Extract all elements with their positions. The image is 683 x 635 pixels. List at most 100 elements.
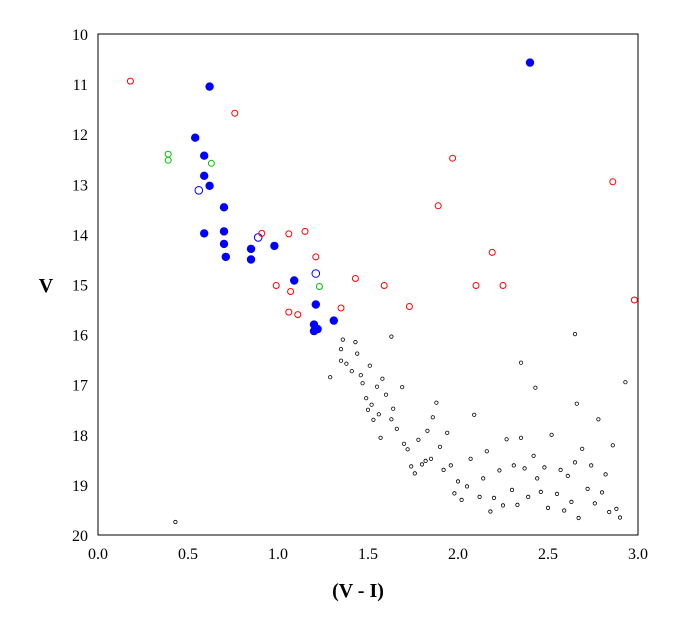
data-point: [569, 499, 574, 504]
x-tick-label: 0.5: [178, 546, 198, 563]
data-point: [246, 244, 256, 254]
data-point: [285, 308, 293, 316]
plot-area: [97, 33, 639, 536]
data-point: [589, 463, 594, 468]
data-point: [580, 446, 585, 451]
data-point: [311, 269, 321, 278]
data-point: [205, 181, 214, 190]
data-point: [472, 412, 477, 417]
y-tick-label: 20: [72, 528, 88, 545]
data-point: [219, 227, 229, 236]
data-point: [449, 154, 457, 162]
data-point: [367, 363, 372, 368]
data-points: [126, 58, 638, 525]
data-point: [441, 467, 446, 472]
data-point: [294, 311, 302, 319]
data-point: [199, 171, 209, 180]
data-point: [380, 282, 388, 289]
data-point: [434, 400, 439, 405]
x-tick-label: 2.0: [448, 546, 468, 563]
data-point: [630, 296, 638, 304]
data-point: [376, 412, 381, 417]
data-point: [164, 156, 172, 164]
data-point: [430, 415, 435, 420]
data-point: [607, 509, 612, 515]
data-point: [488, 509, 493, 514]
data-point: [231, 109, 239, 117]
data-point: [391, 406, 396, 411]
data-point: [416, 437, 421, 442]
data-point: [219, 203, 229, 212]
data-point: [205, 82, 214, 91]
data-point: [437, 444, 443, 449]
data-point: [285, 230, 293, 238]
data-point: [290, 276, 299, 285]
y-tick-label: 14: [72, 227, 88, 244]
data-point: [315, 283, 323, 290]
y-tick-label: 16: [72, 328, 88, 345]
data-point: [610, 443, 615, 448]
y-tick-label: 19: [72, 478, 88, 495]
y-tick-label: 15: [72, 278, 88, 295]
data-point: [477, 494, 482, 499]
data-point: [253, 233, 263, 242]
data-point: [389, 417, 394, 422]
x-tick-label: 1.5: [358, 546, 378, 563]
data-point: [311, 300, 320, 309]
y-tick-label: 13: [72, 177, 88, 194]
data-point: [194, 186, 204, 195]
data-point: [488, 248, 496, 256]
data-point: [533, 385, 538, 390]
data-point: [328, 375, 333, 380]
x-tick-label: 0.0: [88, 546, 108, 563]
data-point: [349, 369, 354, 374]
data-point: [400, 385, 405, 390]
data-point: [491, 495, 497, 500]
data-point: [592, 501, 597, 506]
data-point: [526, 494, 531, 499]
data-point: [364, 396, 369, 401]
data-point: [518, 435, 524, 440]
data-point: [351, 275, 359, 282]
x-tick-label: 3.0: [628, 546, 648, 563]
data-point: [344, 361, 349, 366]
data-point: [380, 376, 385, 381]
data-point: [272, 282, 280, 289]
x-tick-label: 2.5: [538, 546, 558, 563]
data-point: [401, 441, 407, 446]
data-point: [405, 447, 410, 452]
data-point: [445, 430, 450, 435]
data-point: [509, 487, 515, 492]
data-point: [258, 229, 266, 237]
data-point: [374, 384, 380, 389]
data-point: [365, 407, 371, 412]
data-point: [428, 456, 434, 461]
y-tick-label: 18: [72, 428, 88, 445]
data-point: [515, 502, 520, 507]
data-point: [199, 229, 209, 238]
data-point: [338, 358, 344, 363]
data-point: [434, 202, 442, 210]
data-point: [337, 304, 345, 312]
data-point: [199, 151, 209, 160]
data-point: [572, 460, 578, 465]
data-point: [287, 288, 295, 295]
data-point: [484, 449, 489, 454]
data-point: [353, 339, 358, 345]
data-point: [562, 508, 567, 513]
y-tick-labels: 10 11 12 13 14 15 16 17 18 19 20: [72, 27, 88, 545]
data-point: [542, 465, 547, 470]
data-point: [329, 316, 338, 325]
y-tick-label: 10: [72, 27, 88, 44]
data-point: [419, 462, 425, 467]
data-point: [452, 491, 457, 496]
data-point: [371, 417, 376, 422]
data-point: [246, 255, 256, 264]
data-point: [511, 463, 516, 468]
data-point: [173, 519, 178, 525]
data-point: [355, 351, 360, 356]
data-point: [448, 463, 453, 468]
data-point: [554, 491, 560, 496]
data-point: [596, 417, 601, 422]
data-point: [394, 426, 399, 431]
